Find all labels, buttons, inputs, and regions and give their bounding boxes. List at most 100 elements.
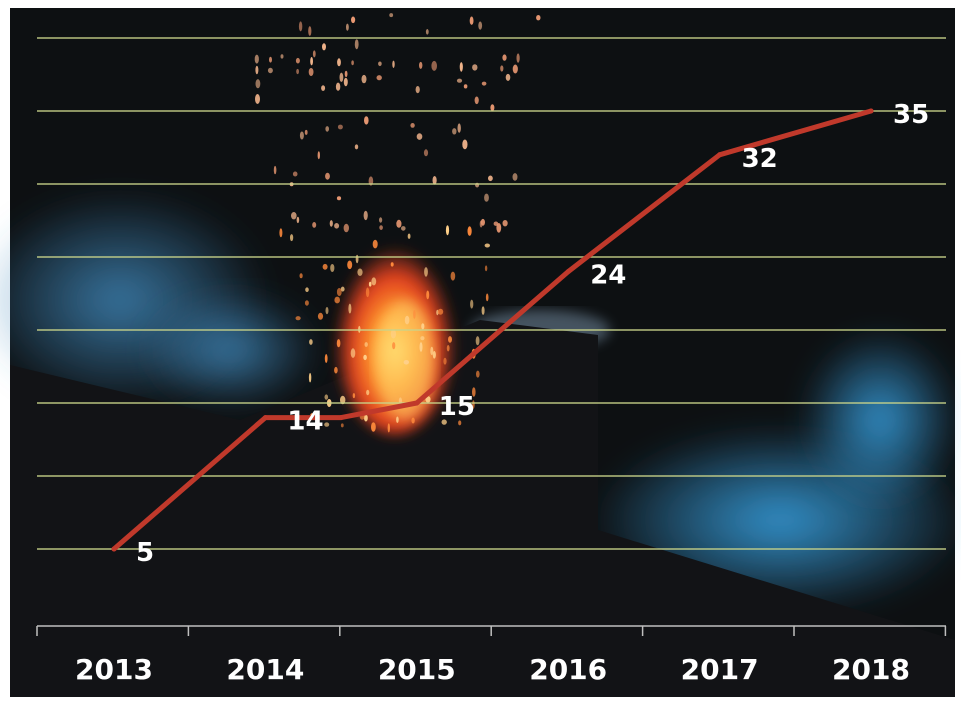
spark xyxy=(340,395,346,405)
spark xyxy=(475,336,480,346)
spark xyxy=(368,176,374,186)
spark xyxy=(403,360,409,365)
spark xyxy=(396,219,402,228)
data-label: 5 xyxy=(136,538,154,568)
spark xyxy=(273,165,277,175)
spark xyxy=(430,346,434,356)
spark xyxy=(325,126,330,132)
spark xyxy=(404,315,410,325)
data-label: 14 xyxy=(287,407,323,437)
spark xyxy=(379,217,383,223)
spark xyxy=(485,293,489,302)
gridlines xyxy=(37,37,946,550)
spark xyxy=(459,62,463,72)
spark xyxy=(536,15,541,21)
spark xyxy=(505,73,511,81)
spark xyxy=(304,129,308,135)
spark xyxy=(340,423,344,428)
spark xyxy=(343,223,349,233)
spark xyxy=(354,144,359,150)
data-label: 24 xyxy=(590,261,626,291)
spark xyxy=(325,307,329,315)
spark xyxy=(334,366,338,374)
x-axis: 2013 2014 2015 2016 2017 2018 xyxy=(36,625,947,686)
spark xyxy=(363,354,367,361)
spark xyxy=(368,281,372,287)
spark xyxy=(310,57,313,66)
spark xyxy=(415,86,420,94)
spark xyxy=(441,419,447,425)
series-line xyxy=(111,108,874,552)
spark xyxy=(365,287,370,298)
spark xyxy=(312,222,317,228)
spark xyxy=(299,273,303,279)
spark xyxy=(411,417,415,424)
spark xyxy=(366,389,370,396)
spark xyxy=(305,287,309,293)
spark xyxy=(456,78,463,83)
spark xyxy=(364,116,369,125)
spark xyxy=(392,60,395,68)
spark xyxy=(387,423,390,433)
spark xyxy=(484,193,489,202)
spark xyxy=(324,422,330,427)
data-label: 32 xyxy=(742,144,778,174)
spark xyxy=(296,216,300,224)
spark xyxy=(363,210,368,221)
spark xyxy=(254,54,259,64)
spark xyxy=(255,94,260,104)
spark xyxy=(372,239,378,249)
spark xyxy=(330,264,335,272)
spark xyxy=(484,243,490,248)
x-tick-label: 2018 xyxy=(832,653,910,686)
spark xyxy=(476,370,480,378)
spark xyxy=(364,342,368,347)
spark xyxy=(308,68,314,76)
spark xyxy=(269,56,272,63)
spark xyxy=(279,228,283,238)
spark xyxy=(354,39,359,50)
spark xyxy=(431,60,438,71)
spark xyxy=(389,13,394,18)
spark xyxy=(445,396,449,403)
spark xyxy=(334,223,340,229)
spark xyxy=(324,354,328,363)
spark xyxy=(469,16,474,25)
spark xyxy=(325,172,330,180)
spark xyxy=(308,372,312,383)
spark xyxy=(308,26,312,36)
spark xyxy=(423,149,429,157)
spark xyxy=(290,234,294,242)
data-point xyxy=(868,108,874,114)
spark xyxy=(336,288,342,296)
spark xyxy=(324,394,329,400)
spark xyxy=(379,225,383,231)
spark xyxy=(512,64,518,74)
spark xyxy=(390,262,394,267)
spark xyxy=(407,233,411,239)
spark xyxy=(432,176,437,185)
spark xyxy=(255,79,261,89)
spark xyxy=(364,414,368,422)
fire-core xyxy=(375,300,435,420)
x-tick-label: 2013 xyxy=(75,653,153,686)
spark xyxy=(413,310,416,319)
data-labels: 5 14 15 24 32 35 xyxy=(136,100,929,568)
spark xyxy=(304,300,309,306)
spark xyxy=(470,299,474,309)
data-point xyxy=(717,152,723,158)
spark xyxy=(334,296,341,304)
spark xyxy=(490,104,495,112)
spark xyxy=(432,351,436,359)
spark xyxy=(339,72,344,83)
spark xyxy=(467,226,472,236)
spark xyxy=(355,254,359,264)
spark xyxy=(336,196,342,201)
spark xyxy=(410,123,415,128)
spark xyxy=(512,173,518,181)
spark xyxy=(502,54,507,61)
spark xyxy=(351,60,354,66)
